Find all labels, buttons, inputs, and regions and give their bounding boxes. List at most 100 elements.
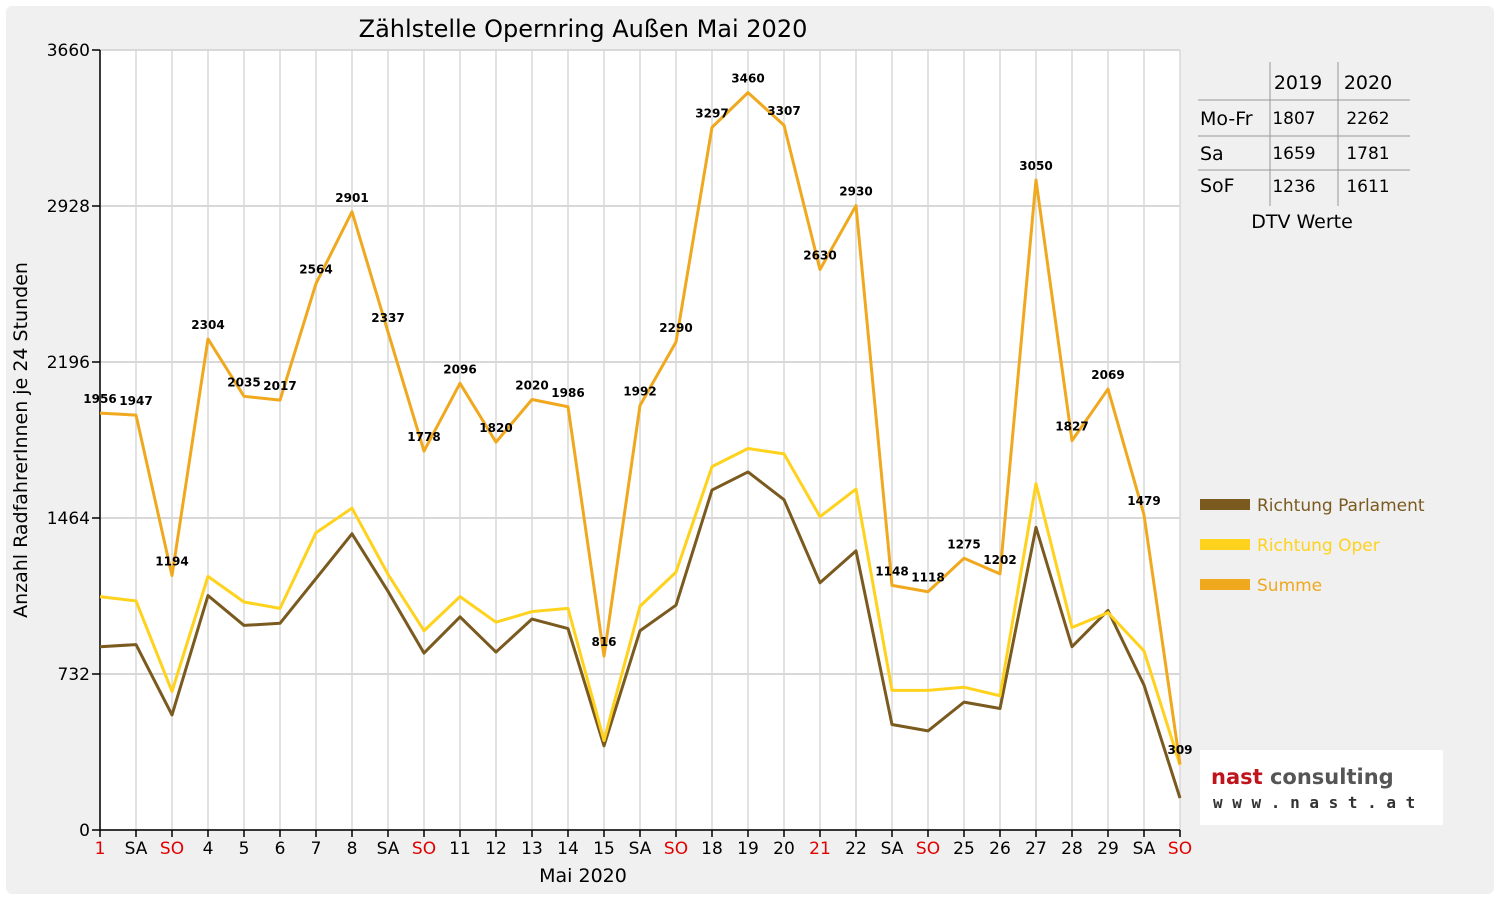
series-layer [99, 91, 1182, 799]
dtv-cell: 1659 [1272, 144, 1315, 164]
data-label: 3050 [1019, 159, 1052, 173]
data-label: 2069 [1091, 368, 1124, 382]
data-label: 3297 [695, 106, 728, 120]
data-label: 3460 [731, 72, 764, 86]
data-label: 2035 [227, 375, 260, 389]
data-label: 2901 [335, 191, 368, 205]
logo-text-nast: nast [1211, 765, 1263, 789]
y-tick-label: 1464 [47, 509, 90, 529]
data-label: 2096 [443, 362, 476, 376]
x-tick-label: 12 [485, 839, 507, 859]
x-tick-label: 27 [1025, 839, 1047, 859]
dtv-cell: 1611 [1346, 177, 1389, 197]
x-tick-label: 5 [239, 839, 250, 859]
data-label: 309 [1167, 743, 1192, 757]
series-line [99, 447, 1182, 766]
dtv-cell: 1807 [1272, 109, 1315, 129]
nast-consulting-logo: nast consulting w w w . n a s t . a t [1200, 750, 1443, 825]
x-tick-label: 8 [347, 839, 358, 859]
data-label: 3307 [767, 104, 800, 118]
data-label: 1479 [1127, 494, 1160, 508]
dtv-header-2019: 2019 [1274, 72, 1322, 94]
x-tick-label: SO [916, 839, 940, 859]
svg-text:nast consulting: nast consulting [1211, 765, 1394, 789]
data-label: 1202 [983, 553, 1016, 567]
x-tick-label: 26 [989, 839, 1011, 859]
chart-title: Zählstelle Opernring Außen Mai 2020 [359, 15, 808, 43]
y-tick-label: 732 [58, 665, 90, 685]
data-label: 2337 [371, 311, 404, 325]
data-label: 2630 [803, 249, 836, 263]
series-line [99, 470, 1182, 799]
data-label: 2564 [299, 263, 332, 277]
data-label: 1992 [623, 384, 656, 398]
legend: Richtung Parlament Richtung Oper Summe [1200, 496, 1425, 596]
x-tick-label: 15 [593, 839, 615, 859]
series-line [99, 91, 1182, 765]
x-tick-label: 13 [521, 839, 543, 859]
x-tick-label: SA [629, 839, 652, 859]
x-tick-label: 4 [203, 839, 214, 859]
dtv-header-2020: 2020 [1344, 72, 1392, 94]
x-tick-label: SO [160, 839, 184, 859]
data-label: 1947 [119, 394, 152, 408]
data-label: 2304 [191, 318, 224, 332]
data-label: 1778 [407, 430, 440, 444]
x-tick-label: 11 [449, 839, 471, 859]
x-tick-label: 25 [953, 839, 975, 859]
legend-label: Richtung Parlament [1257, 496, 1425, 516]
x-tick-label: 18 [701, 839, 723, 859]
legend-label: Summe [1257, 576, 1322, 596]
x-axis-label: Mai 2020 [539, 865, 627, 887]
data-label: 2930 [839, 185, 872, 199]
y-tick-label: 2196 [47, 353, 90, 373]
dtv-row-label: Sa [1200, 143, 1224, 165]
x-tick-label: SA [1133, 839, 1156, 859]
y-tick-label: 3660 [47, 41, 90, 61]
x-tick-label: SA [377, 839, 400, 859]
x-tick-label: 28 [1061, 839, 1083, 859]
dtv-cell: 2262 [1346, 109, 1389, 129]
dtv-table: 2019 2020 Mo-Fr 1807 2262 Sa 1659 1781 S… [1198, 62, 1410, 233]
data-label: 2017 [263, 379, 296, 393]
data-label: 2290 [659, 321, 692, 335]
data-label: 1956 [83, 392, 116, 406]
data-label: 1118 [911, 571, 944, 585]
x-tick-label: 6 [275, 839, 286, 859]
x-tick-label: 14 [557, 839, 579, 859]
x-tick-label: 21 [809, 839, 831, 859]
y-tick-label: 0 [79, 821, 90, 841]
y-axis-label: Anzahl RadfahrerInnen je 24 Stunden [10, 262, 32, 618]
x-tick-label: 7 [311, 839, 322, 859]
legend-swatch [1200, 579, 1250, 590]
data-label: 1275 [947, 537, 980, 551]
logo-text-consulting: consulting [1263, 765, 1394, 789]
data-label: 1820 [479, 421, 512, 435]
data-label: 2020 [515, 379, 548, 393]
x-tick-label: SA [881, 839, 904, 859]
data-label: 1986 [551, 386, 584, 400]
x-tick-label: SO [664, 839, 688, 859]
x-tick-label: 29 [1097, 839, 1119, 859]
x-tick-label: SA [125, 839, 148, 859]
dtv-cell: 1781 [1346, 144, 1389, 164]
x-tick-label: 22 [845, 839, 867, 859]
logo-url: w w w . n a s t . a t [1213, 793, 1415, 812]
data-label: 1194 [155, 555, 188, 569]
legend-label: Richtung Oper [1257, 536, 1380, 556]
data-label: 1827 [1055, 420, 1088, 434]
legend-swatch [1200, 539, 1250, 550]
x-tick-label: SO [412, 839, 436, 859]
dtv-caption: DTV Werte [1251, 211, 1353, 233]
y-tick-label: 2928 [47, 197, 90, 217]
dtv-row-label: SoF [1200, 175, 1235, 197]
data-label: 1148 [875, 564, 908, 578]
x-tick-label: 20 [773, 839, 795, 859]
x-tick-label: 1 [95, 839, 106, 859]
dtv-row-label: Mo-Fr [1200, 108, 1253, 130]
data-labels: 1956 1947 1194 2304 2035 2017 2564 2901 2337 1778… [83, 72, 1192, 758]
x-tick-label: SO [1168, 839, 1192, 859]
dtv-cell: 1236 [1272, 177, 1315, 197]
